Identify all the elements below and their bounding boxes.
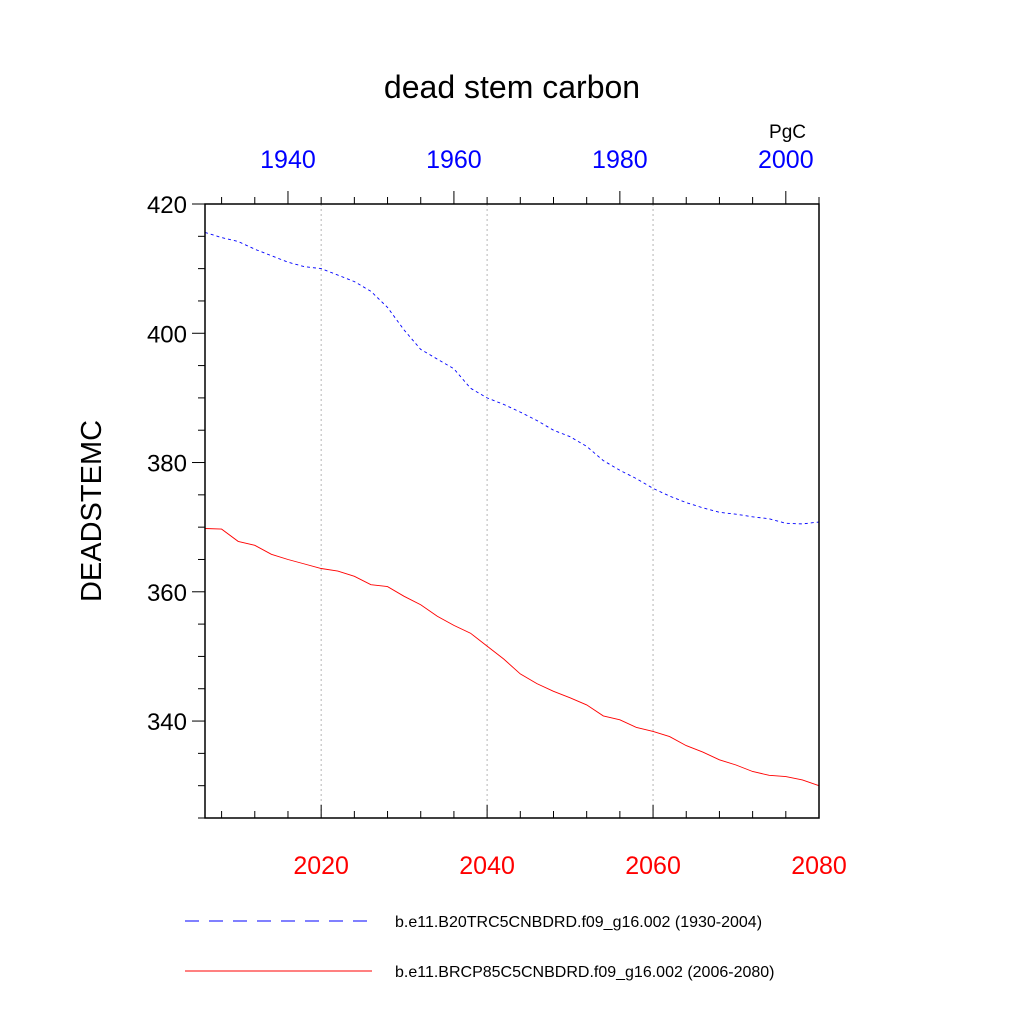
x-top-tick-label: 2000 [758,146,814,174]
y-tick-label: 400 [147,321,187,348]
x-bottom-tick-label: 2040 [459,852,515,880]
x-bottom-tick-label: 2060 [625,852,681,880]
axis-tick-labels: 340 360 380 400 420 2020 2040 2060 2080 1940 1960 1… [147,146,847,880]
x-bottom-tick-label: 2080 [791,852,847,880]
x-top-tick-label: 1940 [260,146,316,174]
legend-label-1: b.e11.B20TRC5CNBDRD.f09_g16.002 (1930-20… [395,914,762,931]
y-tick-label: 380 [147,451,187,478]
series-line-1 [204,231,820,525]
plot-frame [204,203,820,819]
x-bottom-tick-label: 2020 [293,852,349,880]
chart-title: dead stem carbon [384,69,640,105]
axis-ticks [192,191,820,819]
units-label: PgC [769,122,806,143]
legend-label-2: b.e11.BRCP85C5CNBDRD.f09_g16.002 (2006-2… [395,964,774,981]
series-line-2 [204,528,820,787]
x-top-tick-label: 1960 [426,146,482,174]
y-axis-label: DEADSTEMC [76,420,108,602]
legend: b.e11.B20TRC5CNBDRD.f09_g16.002 (1930-20… [185,914,774,981]
grid [320,204,654,818]
series-layer [204,231,820,787]
y-tick-label: 360 [147,580,187,607]
y-tick-label: 420 [147,192,187,219]
x-top-tick-label: 1980 [592,146,648,174]
y-tick-label: 340 [147,709,187,736]
